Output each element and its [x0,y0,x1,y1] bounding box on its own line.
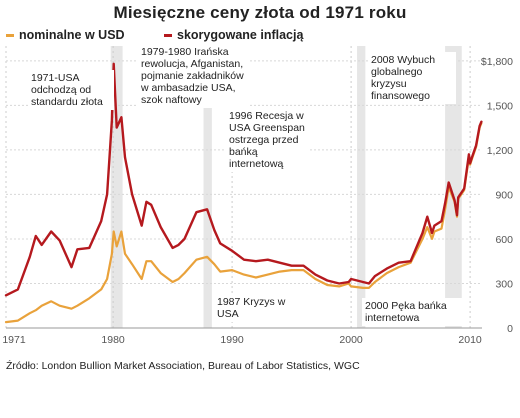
y-tick-label-6: $1,800 [481,56,513,68]
legend-label-adjusted: skorygowane inflacją [177,28,304,42]
x-tick-label-0: 1971 [2,334,26,346]
series-line-adjusted [4,62,483,297]
annotation-1979: 1979-1980 Irańska rewolucja, Afganistan,… [138,44,248,108]
annotation-1971: 1971-USA odchodzą od standardu złota [28,70,114,110]
legend-item-adjusted: skorygowane inflacją [164,28,303,42]
chart-title: Miesięczne ceny złota od 1971 roku [113,3,407,22]
legend-swatch-nominal [6,34,14,38]
shaded-period-2 [357,46,366,328]
y-tick-label-1: 300 [495,278,513,290]
annotation-2000: 2000 Pęka bańka internetowa [362,298,462,326]
y-tick-label-3: 900 [495,189,513,201]
x-tick-label-1: 1980 [101,334,125,346]
annotation-1987: 1987 Kryzys w USA [214,294,296,322]
x-tick-label-2: 1990 [220,334,244,346]
y-tick-label-4: 1,200 [487,145,513,157]
y-tick-label-2: 600 [495,234,513,246]
y-tick-label-0: 0 [507,323,513,335]
source-note: Źródło: London Bullion Market Associatio… [6,360,360,372]
shaded-period-0 [110,46,123,328]
legend-swatch-adjusted [164,34,172,38]
x-tick-label-4: 2010 [458,334,482,346]
y-tick-label-5: 1,500 [487,100,513,112]
x-tick-label-3: 2000 [339,334,363,346]
legend-item-nominal: nominalne w USD [6,28,125,42]
shaded-period-3 [445,46,462,328]
shaded-period-1 [203,46,212,328]
legend-label-nominal: nominalne w USD [19,28,125,42]
annotation-1996: 1996 Recesja w USA Greenspan ostrzega pr… [226,108,308,172]
annotation-2008: 2008 Wybuch globalnego kryzysu finansowe… [368,52,456,104]
